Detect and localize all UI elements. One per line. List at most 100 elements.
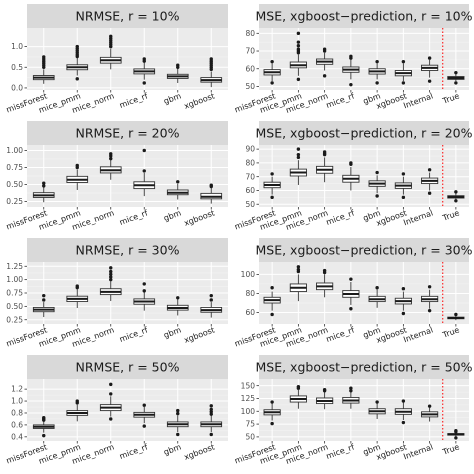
box-mice_norm bbox=[99, 152, 122, 180]
box-xgboost bbox=[200, 293, 223, 318]
y-tick-label: 60 bbox=[245, 308, 255, 317]
y-tick-label: 0.50 bbox=[6, 180, 23, 189]
box-missForest bbox=[32, 55, 55, 84]
box-Internal bbox=[421, 285, 439, 313]
outlier-point bbox=[209, 432, 213, 437]
outlier-point bbox=[322, 74, 327, 78]
outlier-point bbox=[270, 195, 274, 200]
y-tick-label: 100 bbox=[241, 270, 256, 279]
outlier-point bbox=[42, 293, 46, 298]
outlier-point bbox=[401, 81, 406, 85]
outlier-point bbox=[401, 195, 406, 200]
outlier-point bbox=[176, 180, 180, 184]
outlier-point bbox=[142, 169, 146, 173]
outlier-point bbox=[142, 148, 146, 153]
outlier-point bbox=[454, 429, 458, 433]
box-mice_norm bbox=[99, 382, 122, 421]
chart-panel-4: MSE, xgboost−prediction, r = 20% 50 60 70 80… bbox=[233, 121, 473, 232]
box-xgboost bbox=[200, 404, 223, 437]
outlier-point bbox=[349, 277, 353, 281]
outlier-point bbox=[109, 269, 113, 274]
chart-panel-7: NRMSE, r = 50%0.40.60.81.01.2missForestm… bbox=[5, 355, 228, 466]
outlier-point bbox=[296, 77, 301, 82]
y-tick-label: 0.25 bbox=[6, 315, 23, 324]
box-gbm bbox=[368, 400, 386, 419]
box-mice_pmm bbox=[66, 44, 89, 81]
box-mice_norm bbox=[99, 266, 122, 302]
outlier-point bbox=[270, 172, 274, 176]
facet-title: MSE, xgboost−prediction, r = 30% bbox=[255, 243, 472, 258]
outlier-point bbox=[454, 70, 458, 75]
outlier-point bbox=[75, 77, 79, 81]
outlier-point bbox=[322, 388, 327, 392]
outlier-point bbox=[296, 152, 301, 157]
outlier-point bbox=[427, 404, 432, 408]
outlier-point bbox=[349, 386, 353, 390]
box-mice_rf bbox=[133, 282, 156, 311]
outlier-point bbox=[454, 312, 458, 317]
facet-strip bbox=[259, 238, 469, 262]
outlier-point bbox=[209, 298, 213, 302]
outlier-point bbox=[209, 412, 213, 416]
y-tick-label: 70 bbox=[245, 172, 255, 181]
box-mice_norm bbox=[316, 268, 334, 298]
facet-strip bbox=[259, 355, 469, 379]
outlier-point bbox=[401, 59, 406, 64]
y-tick-label: 0.6 bbox=[11, 421, 23, 430]
box-missForest bbox=[263, 286, 281, 317]
outlier-point bbox=[454, 190, 458, 194]
y-tick-label: 0.8 bbox=[11, 409, 23, 418]
chart-panel-3: NRMSE, r = 20%0.250.500.751.00missForest… bbox=[5, 121, 228, 232]
plot-panel bbox=[27, 28, 228, 90]
outlier-point bbox=[375, 81, 379, 85]
y-tick-label: 50 bbox=[245, 200, 255, 209]
box-mice_pmm bbox=[66, 284, 89, 308]
facet-title: NRMSE, r = 10% bbox=[76, 9, 180, 24]
outlier-point bbox=[401, 399, 406, 403]
outlier-point bbox=[349, 161, 353, 165]
outlier-point bbox=[322, 47, 327, 51]
outlier-point bbox=[42, 433, 46, 438]
box-True bbox=[447, 429, 465, 440]
outlier-point bbox=[270, 421, 274, 426]
box-mice_rf bbox=[342, 277, 360, 311]
outlier-point bbox=[109, 275, 113, 279]
outlier-point bbox=[296, 267, 301, 272]
box-gbm bbox=[368, 170, 386, 198]
outlier-point bbox=[176, 432, 180, 437]
outlier-point bbox=[109, 152, 113, 156]
plot-panel bbox=[259, 28, 469, 90]
outlier-point bbox=[42, 55, 46, 59]
box-mice_pmm bbox=[66, 399, 89, 422]
outlier-point bbox=[322, 268, 327, 273]
outlier-point bbox=[270, 312, 274, 317]
outlier-point bbox=[454, 81, 458, 85]
box-xgboost bbox=[394, 172, 412, 200]
outlier-point bbox=[427, 308, 432, 313]
outlier-point bbox=[176, 296, 180, 300]
plot-panel bbox=[259, 379, 469, 441]
box-mice_pmm bbox=[289, 31, 307, 82]
outlier-point bbox=[142, 403, 146, 407]
y-tick-label: 50 bbox=[245, 82, 255, 91]
box-missForest bbox=[32, 181, 55, 203]
outlier-point bbox=[375, 59, 379, 64]
outlier-point bbox=[176, 408, 180, 413]
outlier-point bbox=[109, 34, 113, 38]
box-gbm bbox=[166, 408, 189, 437]
outlier-point bbox=[142, 289, 146, 293]
box-gbm bbox=[368, 59, 386, 85]
outlier-point bbox=[296, 40, 301, 44]
box-gbm bbox=[368, 286, 386, 308]
outlier-point bbox=[296, 147, 301, 151]
y-tick-label: 1.00 bbox=[6, 146, 23, 155]
facet-title: MSE, xgboost−prediction, r = 50% bbox=[255, 360, 472, 375]
outlier-point bbox=[142, 282, 146, 286]
box-xgboost bbox=[394, 399, 412, 425]
facet-strip bbox=[27, 355, 228, 379]
outlier-point bbox=[454, 436, 458, 440]
outlier-point bbox=[296, 31, 301, 36]
box-mice_norm bbox=[316, 388, 334, 410]
outlier-point bbox=[401, 287, 406, 291]
outlier-point bbox=[109, 382, 113, 387]
